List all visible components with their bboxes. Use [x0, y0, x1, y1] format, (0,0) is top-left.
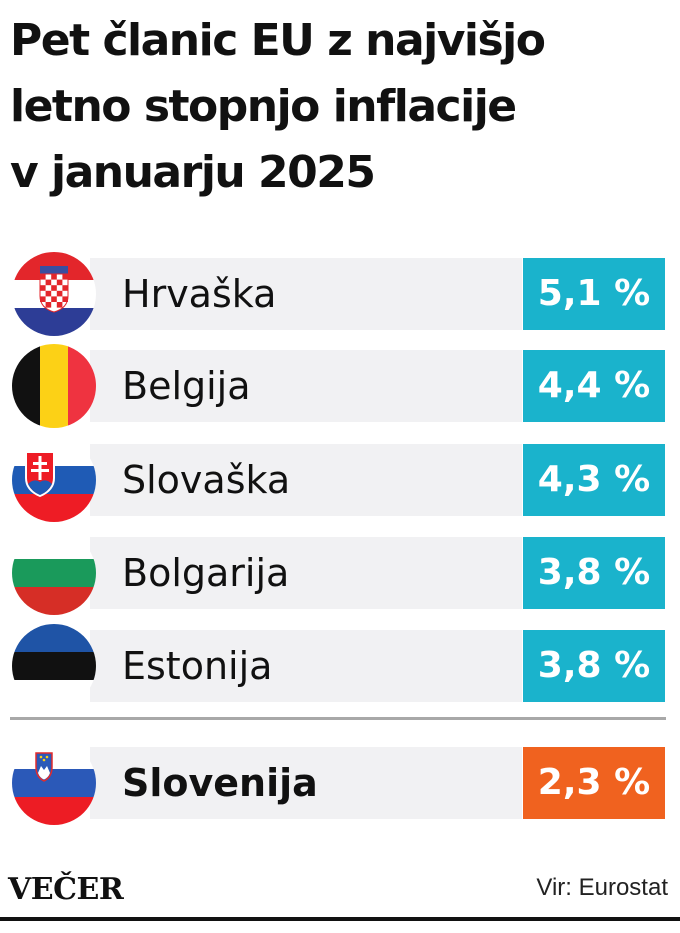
country-name: Belgija	[122, 364, 251, 408]
country-row-bulgaria: Bolgarija 3,8 %	[0, 531, 680, 615]
country-row-belgium: Belgija 4,4 %	[0, 344, 680, 428]
chart-title: Pet članic EU z najvišjo letno stopnjo i…	[10, 8, 670, 206]
row-background	[90, 747, 522, 819]
source-label: Vir: Eurostat	[536, 874, 668, 901]
row-background	[90, 258, 522, 330]
estonia-flag-icon	[12, 624, 96, 708]
country-name: Estonija	[122, 644, 273, 688]
country-row-slovenia: Slovenija 2,3 %	[0, 741, 680, 825]
row-background	[90, 537, 522, 609]
inflation-value: 3,8 %	[523, 537, 665, 609]
country-row-slovakia: Slovaška 4,3 %	[0, 438, 680, 522]
vecer-logo: VEČER	[8, 872, 124, 907]
divider	[10, 717, 666, 720]
footer-rule	[0, 917, 680, 921]
slovakia-flag-icon	[12, 438, 96, 522]
inflation-value: 4,3 %	[523, 444, 665, 516]
bulgaria-flag-icon	[12, 531, 96, 615]
row-background	[90, 444, 522, 516]
row-background	[90, 350, 522, 422]
title-line-3: v januarju 2025	[10, 147, 376, 198]
inflation-value: 2,3 %	[523, 747, 665, 819]
row-background	[90, 630, 522, 702]
country-name: Slovaška	[122, 458, 291, 502]
belgium-flag-icon	[12, 344, 96, 428]
country-name: Bolgarija	[122, 551, 290, 595]
title-line-1: Pet članic EU z najvišjo	[10, 15, 546, 66]
slovenia-flag-icon	[12, 741, 96, 825]
country-row-estonia: Estonija 3,8 %	[0, 624, 680, 708]
country-name: Hrvaška	[122, 272, 277, 316]
croatia-flag-icon	[12, 252, 96, 336]
title-line-2: letno stopnjo inflacije	[10, 81, 517, 132]
country-row-croatia: Hrvaška 5,1 %	[0, 252, 680, 336]
inflation-value: 3,8 %	[523, 630, 665, 702]
inflation-value: 4,4 %	[523, 350, 665, 422]
country-name: Slovenija	[122, 761, 318, 805]
inflation-value: 5,1 %	[523, 258, 665, 330]
